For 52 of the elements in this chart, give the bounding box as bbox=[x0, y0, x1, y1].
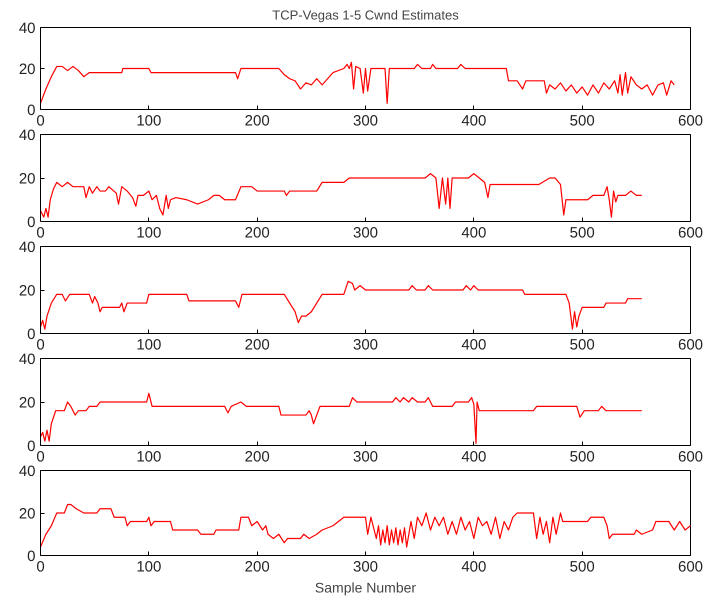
x-tick-label: 600 bbox=[678, 336, 704, 354]
line-series bbox=[40, 392, 642, 444]
x-tick-label: 400 bbox=[461, 224, 486, 242]
x-tick-label: 300 bbox=[352, 224, 378, 242]
x-tick-label: 500 bbox=[570, 112, 595, 130]
x-tick-label: 300 bbox=[352, 336, 378, 354]
x-tick-label: 500 bbox=[570, 336, 595, 354]
x-tick-label: 600 bbox=[678, 112, 704, 130]
y-tick-label: 40 bbox=[18, 127, 36, 144]
y-tick-label: 20 bbox=[18, 61, 36, 78]
y-tick-label: 0 bbox=[27, 102, 36, 119]
x-tick-label: 300 bbox=[352, 448, 378, 466]
x-tick-label: 500 bbox=[570, 558, 595, 576]
x-tick-label: 400 bbox=[461, 558, 486, 576]
x-tick-label: 500 bbox=[570, 448, 595, 466]
x-tick-label: 100 bbox=[136, 448, 162, 466]
x-tick-label: 500 bbox=[570, 224, 595, 242]
x-tick-label: 200 bbox=[244, 112, 270, 130]
line-series bbox=[40, 173, 642, 218]
x-tick-label: 600 bbox=[678, 448, 704, 466]
x-tick-label: 300 bbox=[352, 558, 378, 576]
y-tick-label: 0 bbox=[27, 548, 36, 565]
x-tick-label: 400 bbox=[461, 336, 486, 354]
x-tick-label: 100 bbox=[136, 224, 162, 242]
line-series bbox=[40, 280, 642, 330]
y-tick-label: 20 bbox=[18, 506, 36, 522]
x-tick-label: 200 bbox=[244, 448, 270, 466]
x-tick-label: 100 bbox=[136, 112, 162, 130]
y-tick-label: 0 bbox=[27, 438, 36, 455]
y-tick-label: 40 bbox=[18, 239, 36, 256]
x-tick-label: 100 bbox=[136, 558, 162, 576]
x-tick-label: 200 bbox=[244, 224, 270, 242]
y-tick-label: 20 bbox=[18, 282, 36, 300]
y-tick-label: 40 bbox=[18, 20, 36, 37]
x-tick-label: 400 bbox=[461, 448, 486, 466]
x-axis-title: Sample Number bbox=[314, 580, 416, 596]
x-tick-label: 200 bbox=[244, 336, 270, 354]
x-tick-label: 400 bbox=[461, 112, 486, 130]
y-tick-label: 40 bbox=[18, 463, 36, 480]
chart-title: TCP-Vegas 1-5 Cwnd Estimates bbox=[272, 8, 460, 22]
x-tick-label: 600 bbox=[678, 558, 704, 576]
y-tick-label: 40 bbox=[18, 351, 36, 368]
x-tick-label: 200 bbox=[244, 558, 270, 576]
x-tick-label: 100 bbox=[136, 336, 162, 354]
line-series bbox=[40, 62, 675, 104]
y-tick-label: 20 bbox=[18, 394, 36, 412]
y-tick-label: 0 bbox=[27, 326, 36, 343]
x-tick-label: 600 bbox=[678, 224, 704, 242]
y-tick-label: 20 bbox=[18, 170, 36, 188]
line-series bbox=[40, 504, 690, 548]
y-tick-label: 0 bbox=[27, 214, 36, 231]
x-tick-label: 300 bbox=[352, 112, 378, 130]
